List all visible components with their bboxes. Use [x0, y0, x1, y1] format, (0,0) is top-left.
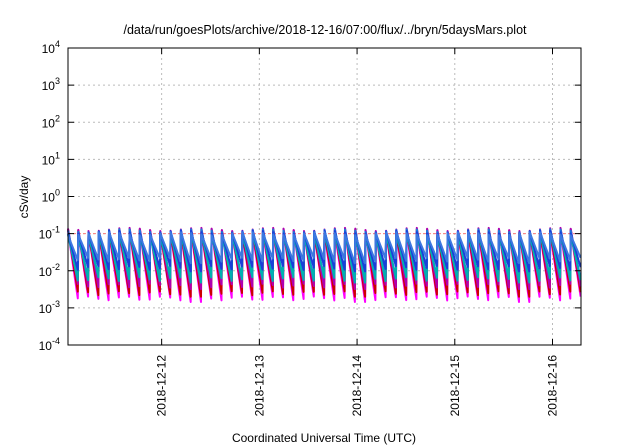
y-tick-label: 10-4: [39, 336, 60, 353]
series-line: [67, 231, 582, 265]
y-tick-label: 101: [42, 150, 60, 167]
x-tick-label: 2018-12-12: [155, 355, 169, 417]
x-tick-label: 2018-12-14: [350, 355, 364, 417]
y-axis-label: cSv/day: [17, 176, 31, 219]
chart-title: /data/run/goesPlots/archive/2018-12-16/0…: [123, 23, 527, 37]
y-tick-label: 102: [42, 113, 60, 130]
x-tick-label: 2018-12-15: [448, 355, 462, 417]
y-tick-label: 104: [42, 39, 60, 56]
data-series: [67, 226, 582, 303]
y-axis-ticks: 10-4 10-3 10-2 10-1 100 101 102 103 104: [39, 39, 581, 353]
y-tick-label: 103: [42, 76, 60, 93]
y-tick-label: 10-1: [39, 225, 60, 242]
y-tick-label: 10-3: [39, 299, 60, 316]
grid: [68, 48, 581, 345]
x-tick-label: 2018-12-13: [252, 355, 266, 417]
y-tick-label: 100: [42, 188, 60, 205]
x-tick-label: 2018-12-16: [546, 355, 560, 417]
y-tick-label: 10-2: [39, 262, 60, 279]
x-axis-ticks: 2018-12-12 2018-12-13 2018-12-14 2018-12-15…: [155, 48, 560, 416]
x-axis-label: Coordinated Universal Time (UTC): [232, 431, 416, 445]
